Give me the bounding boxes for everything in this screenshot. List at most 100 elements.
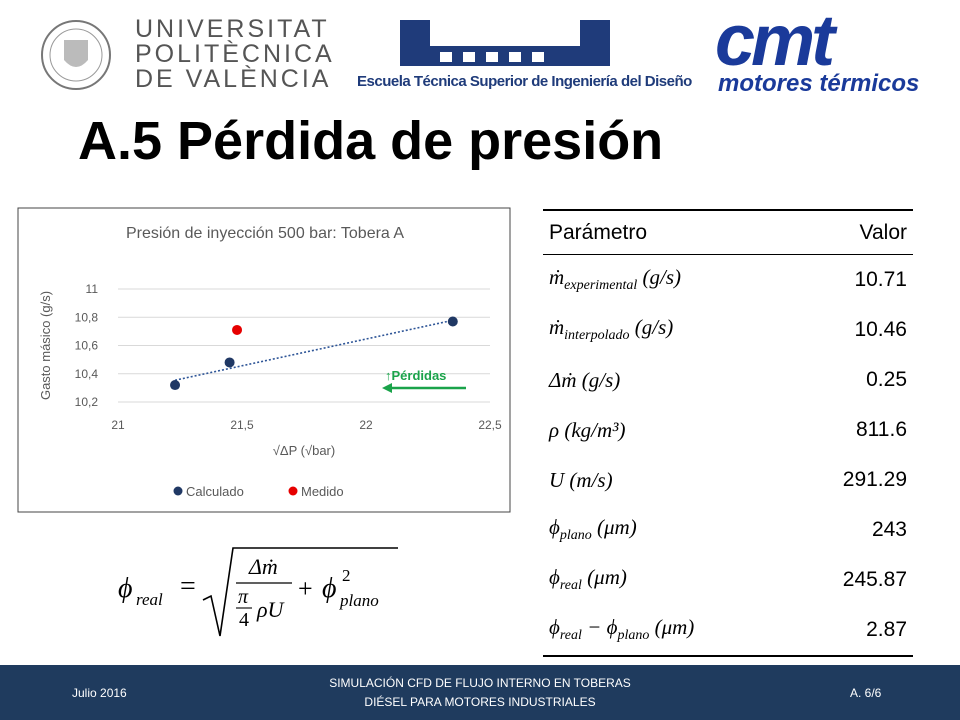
- table-row: ϕreal − ϕplano (μm) 2.87: [543, 605, 913, 655]
- table-row: ṁinterpolado (g/s) 10.46: [543, 305, 913, 355]
- parameter-label: ṁexperimental (g/s): [549, 265, 681, 294]
- parameter-subscript: experimental: [564, 278, 638, 294]
- parameter-label: Δṁ (g/s): [549, 368, 620, 393]
- formula-symbol: ϕ: [322, 573, 337, 604]
- school-name: Escuela Técnica Superior de Ingeniería d…: [357, 73, 692, 90]
- footer-subject: DIÉSEL PARA MOTORES INDUSTRIALES: [364, 695, 596, 709]
- annotation-arrowhead: [382, 383, 392, 393]
- parameter-value: 811.6: [856, 418, 907, 441]
- formula-pi: π: [238, 586, 249, 608]
- y-tick-label: 10,4: [75, 367, 99, 381]
- table-row: ϕplano (μm) 243: [543, 505, 913, 555]
- school-logo: [440, 52, 544, 62]
- chart-frame: [17, 207, 511, 513]
- footer-page: A. 6/6: [850, 686, 882, 700]
- parameter-text: −: [581, 615, 607, 640]
- formula-superscript: 2: [342, 566, 351, 585]
- header-cell: Parámetro: [549, 220, 648, 244]
- parameter-text: (μm): [591, 515, 637, 540]
- formula-denominator: ρU: [257, 597, 284, 622]
- parameter-subscript: interpolado: [564, 328, 630, 344]
- formula-numerator: Δṁ: [249, 554, 278, 579]
- legend-marker: [288, 486, 298, 496]
- parameter-value: 0.25: [866, 368, 907, 391]
- parameter-value: 2.87: [866, 618, 907, 641]
- formula-equals: =: [180, 571, 196, 602]
- logo-shield: [49, 28, 103, 82]
- x-tick-label: 21: [111, 418, 125, 432]
- legend-marker: [173, 486, 183, 496]
- parameter-label: ϕreal (μm): [549, 565, 627, 594]
- x-tick-label: 21,5: [230, 418, 254, 432]
- parameter-subscript: real: [559, 578, 582, 594]
- formula-subscript: plano: [340, 591, 379, 610]
- data-point: [170, 380, 181, 391]
- parameter-label: ṁinterpolado (g/s): [549, 315, 673, 344]
- trendline: [174, 319, 453, 382]
- parameter-text: (g/s): [576, 367, 621, 392]
- data-point: [232, 324, 243, 335]
- parameter-text: ϕ: [549, 615, 560, 640]
- parameter-text: ϕ: [549, 515, 560, 540]
- parameter-value: 245.87: [842, 568, 907, 591]
- school-logo: [430, 20, 580, 46]
- university-name: DE VALÈNCIA: [135, 65, 332, 93]
- legend-label: Calculado: [186, 484, 244, 499]
- parameter-text: (μm): [649, 615, 695, 640]
- sqrt-sign: [202, 547, 398, 637]
- x-tick-label: 22,5: [478, 418, 502, 432]
- legend-label: Medido: [301, 484, 344, 499]
- footer-subject: SIMULACIÓN CFD DE FLUJO INTERNO EN TOBER…: [329, 676, 631, 690]
- table-row: ṁexperimental (g/s) 10.71: [543, 255, 913, 305]
- table-row: Δṁ (g/s) 0.25: [543, 355, 913, 405]
- parameter-value: 10.46: [854, 318, 907, 341]
- y-tick-label: 11: [86, 282, 99, 296]
- parameter-subscript: plano: [617, 628, 650, 644]
- parameter-text: (m/s): [564, 467, 613, 492]
- parameter-label: ρ (kg/m³): [549, 418, 625, 443]
- parameter-text: (kg/m³): [559, 417, 626, 442]
- y-tick-label: 10,8: [75, 310, 99, 324]
- cmt-logo: cmt: [715, 1, 835, 81]
- table-header: Parámetro Valor: [543, 211, 913, 255]
- annotation: ↑Pérdidas: [385, 368, 446, 383]
- parameter-text: ρ: [549, 417, 560, 442]
- footer-bar: [0, 665, 960, 720]
- y-tick-label: 10,2: [75, 395, 99, 409]
- parameter-subscript: plano: [559, 528, 592, 544]
- university-name: POLITÈCNICA: [135, 40, 335, 68]
- header-cell: Valor: [859, 220, 907, 244]
- parameter-label: ϕreal − ϕplano (μm): [549, 615, 694, 644]
- university-name: UNIVERSITAT: [135, 15, 330, 43]
- slide-title: A.5 Pérdida de presión: [78, 111, 664, 171]
- formula-four: 4: [239, 609, 249, 631]
- logo-shield: [64, 40, 88, 67]
- parameter-value: 10.71: [854, 268, 907, 291]
- data-table: Parámetro Valor ṁexperimental (g/s) 10.71…: [543, 209, 913, 657]
- logo-shield: [41, 20, 111, 90]
- formula-symbol: ϕ: [118, 573, 133, 604]
- y-axis-label: Gasto másico (g/s): [38, 291, 53, 400]
- parameter-text: U: [549, 467, 565, 492]
- formula-plus: +: [298, 574, 313, 603]
- parameter-text: Δṁ: [549, 367, 577, 392]
- chart-title: Presión de inyección 500 bar: Tobera A: [125, 225, 405, 242]
- table-row: U (m/s) 291.29: [543, 455, 913, 505]
- table-row: ϕreal (μm) 245.87: [543, 555, 913, 605]
- parameter-label: ϕplano (μm): [549, 515, 637, 544]
- parameter-subscript: real: [559, 628, 582, 644]
- parameter-text: ϕ: [549, 565, 560, 590]
- y-tick-label: 10,6: [75, 339, 99, 353]
- parameter-label: U (m/s): [549, 468, 613, 493]
- parameter-text: (μm): [581, 565, 627, 590]
- parameter-text: (g/s): [637, 265, 682, 290]
- parameter-text: ϕ: [606, 615, 618, 640]
- footer-date: Julio 2016: [72, 686, 127, 700]
- parameter-value: 291.29: [842, 468, 907, 491]
- x-tick-label: 22: [359, 418, 373, 432]
- data-point: [447, 316, 458, 327]
- parameter-text: ṁ: [549, 315, 565, 340]
- data-point: [224, 357, 235, 368]
- parameter-value: 243: [871, 518, 907, 541]
